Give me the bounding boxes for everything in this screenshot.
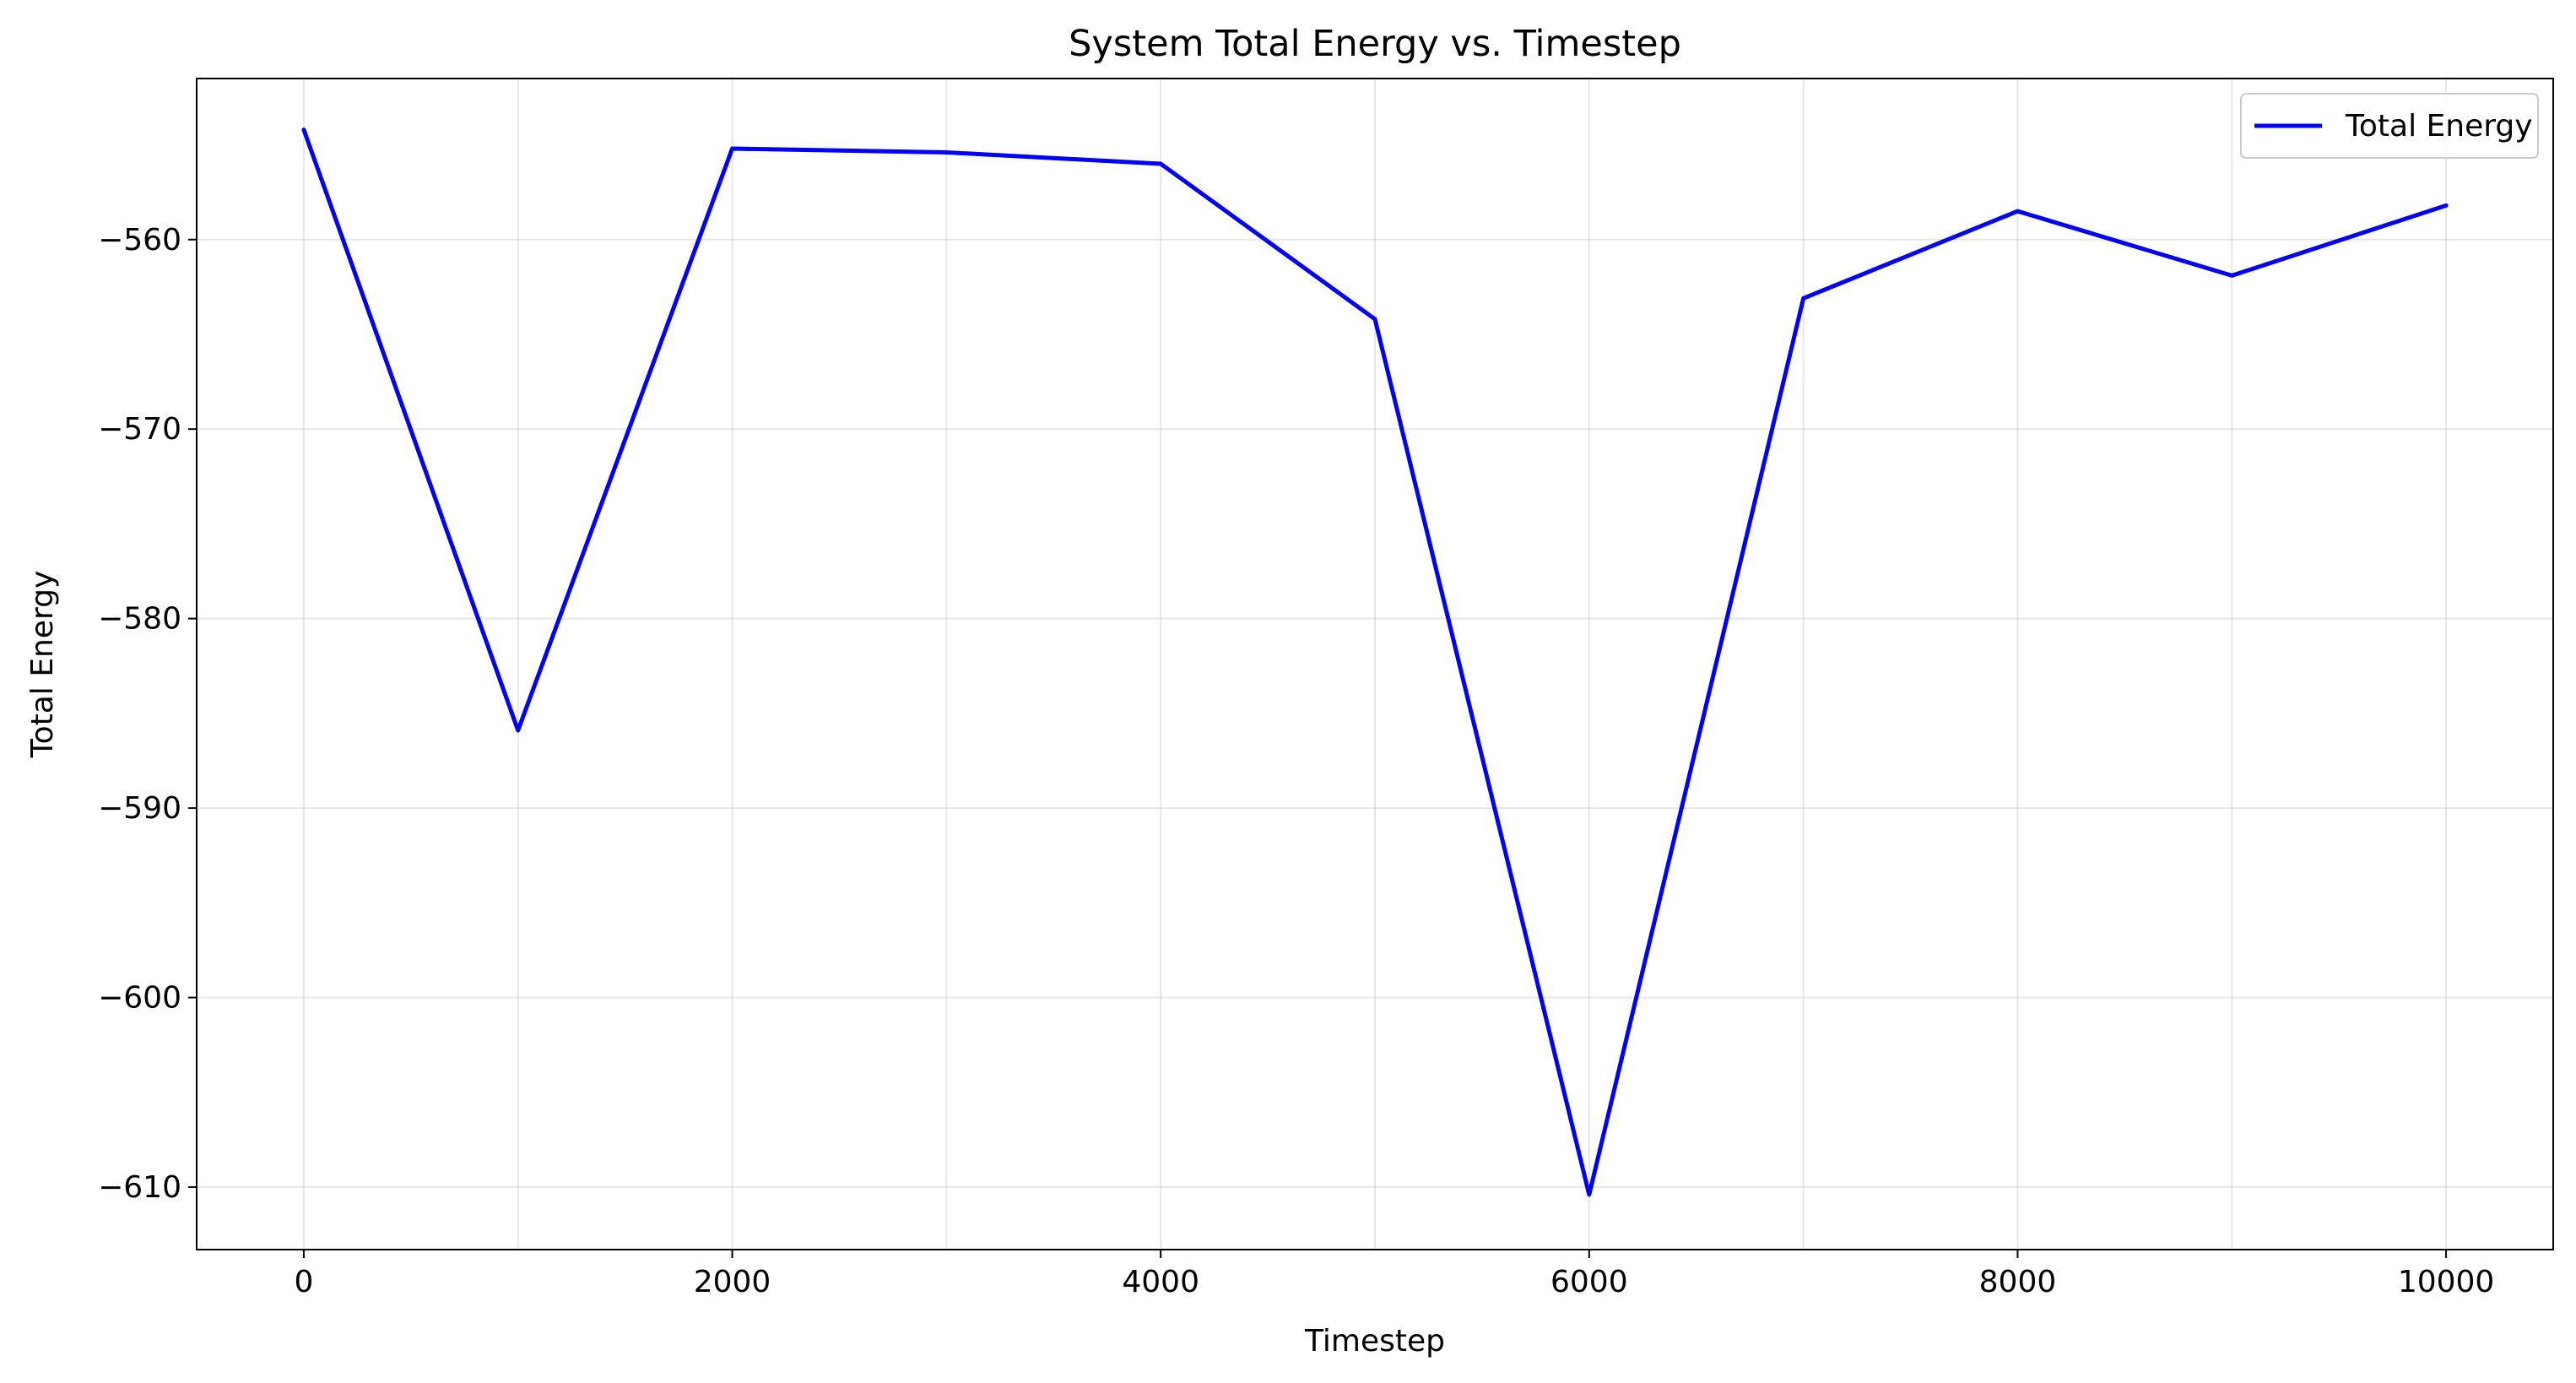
y-tick-label: −570	[98, 412, 181, 447]
x-tick-label: 2000	[694, 1265, 771, 1299]
legend-box	[2240, 93, 2539, 159]
y-tick-label: −590	[98, 791, 181, 826]
series-layer	[301, 127, 2449, 1197]
y-tick-label: −600	[98, 981, 181, 1016]
legend: Total Energy	[2240, 93, 2539, 159]
legend-label-total-energy: Total Energy	[2345, 109, 2533, 144]
x-axis-ticks: 0 2000 4000 6000 8000 10000	[294, 1250, 2494, 1299]
x-tick-label: 4000	[1122, 1265, 1199, 1299]
y-tick-label: −580	[98, 602, 181, 637]
y-tick-label: −560	[98, 223, 181, 258]
grid-lines	[197, 79, 2553, 1250]
chart-title: System Total Energy vs. Timestep	[1069, 23, 1681, 65]
y-axis-title: Total Energy	[25, 571, 60, 759]
y-tick-label: −610	[98, 1170, 181, 1205]
x-axis-title: Timestep	[1304, 1324, 1445, 1359]
plot-area-frame	[196, 78, 2554, 1250]
x-tick-label: 8000	[1979, 1265, 2057, 1299]
x-tick-label: 0	[294, 1265, 313, 1299]
y-axis-ticks: −560 −570 −580 −590 −600 −610	[98, 223, 197, 1205]
x-tick-label: 10000	[2398, 1265, 2495, 1299]
x-tick-label: 6000	[1550, 1265, 1628, 1299]
